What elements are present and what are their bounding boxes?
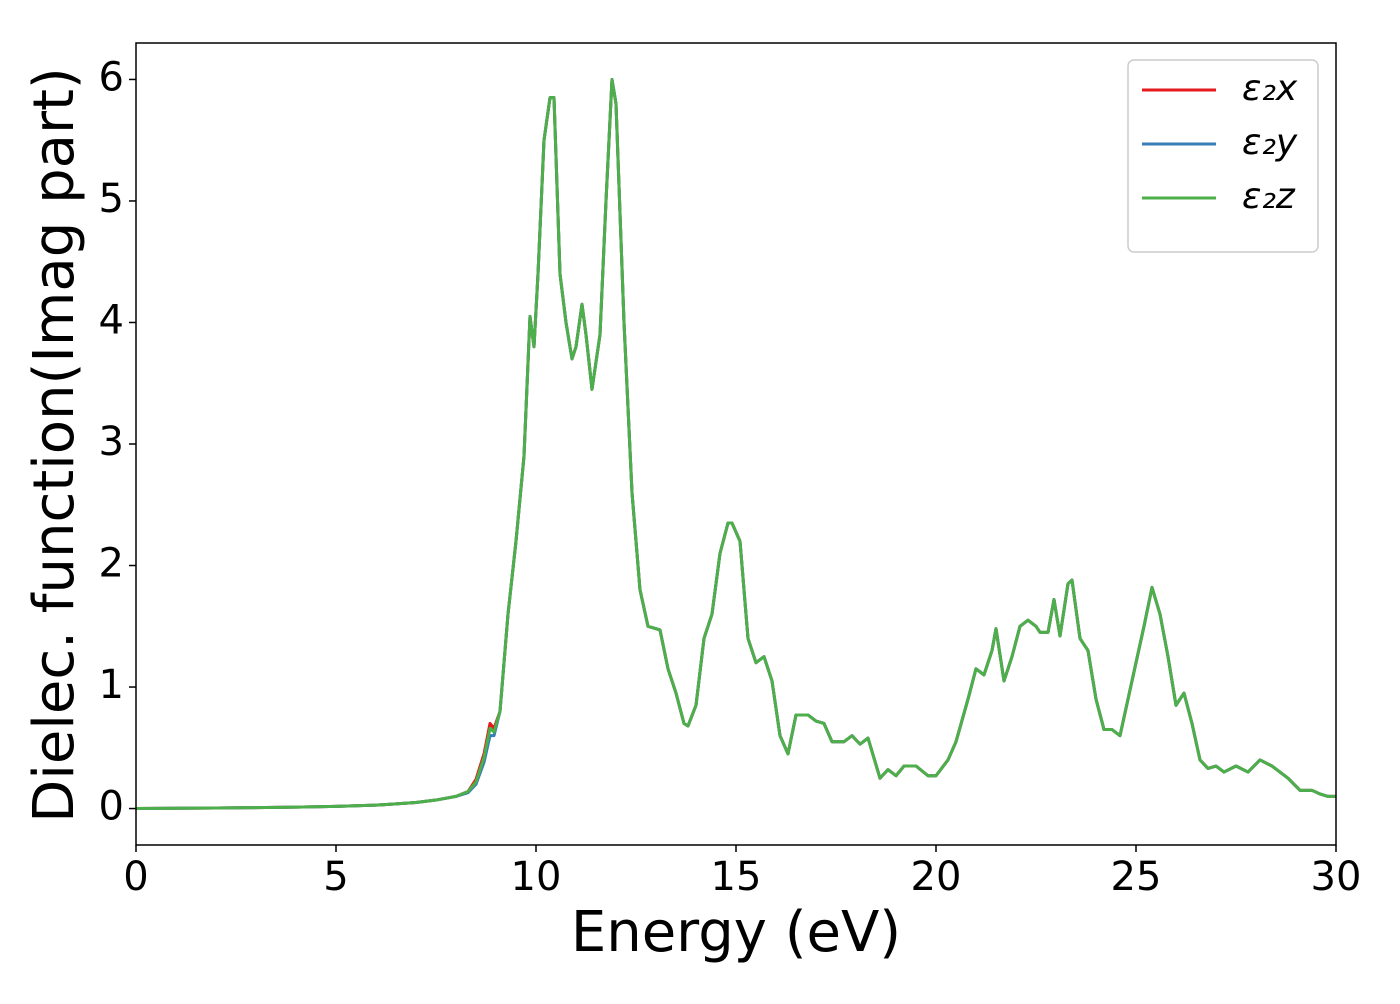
x-tick-label: 15 bbox=[711, 854, 762, 900]
y-tick-label: 4 bbox=[99, 297, 124, 343]
x-tick-label: 5 bbox=[323, 854, 348, 900]
y-tick-label: 6 bbox=[99, 54, 124, 100]
y-tick-label: 5 bbox=[99, 176, 124, 222]
y-tick-label: 1 bbox=[99, 662, 124, 708]
x-axis-label: Energy (eV) bbox=[571, 900, 901, 965]
x-tick-label: 10 bbox=[511, 854, 562, 900]
x-tick-label: 20 bbox=[911, 854, 962, 900]
y-tick-label: 0 bbox=[99, 784, 124, 830]
legend-box bbox=[1127, 59, 1319, 253]
x-tick-label: 0 bbox=[123, 854, 148, 900]
legend-label: ε₂z bbox=[1242, 176, 1296, 217]
x-tick-label: 30 bbox=[1311, 854, 1362, 900]
plot-frame bbox=[135, 42, 1337, 846]
x-tick-label: 25 bbox=[1111, 854, 1162, 900]
y-tick-label: 3 bbox=[99, 419, 124, 465]
legend-label: ε₂x bbox=[1242, 68, 1298, 109]
y-tick-label: 2 bbox=[99, 541, 124, 587]
y-axis-label: Dielec. function(Imag part) bbox=[22, 67, 87, 823]
legend-label: ε₂y bbox=[1242, 122, 1298, 163]
data-line bbox=[136, 77, 1336, 811]
